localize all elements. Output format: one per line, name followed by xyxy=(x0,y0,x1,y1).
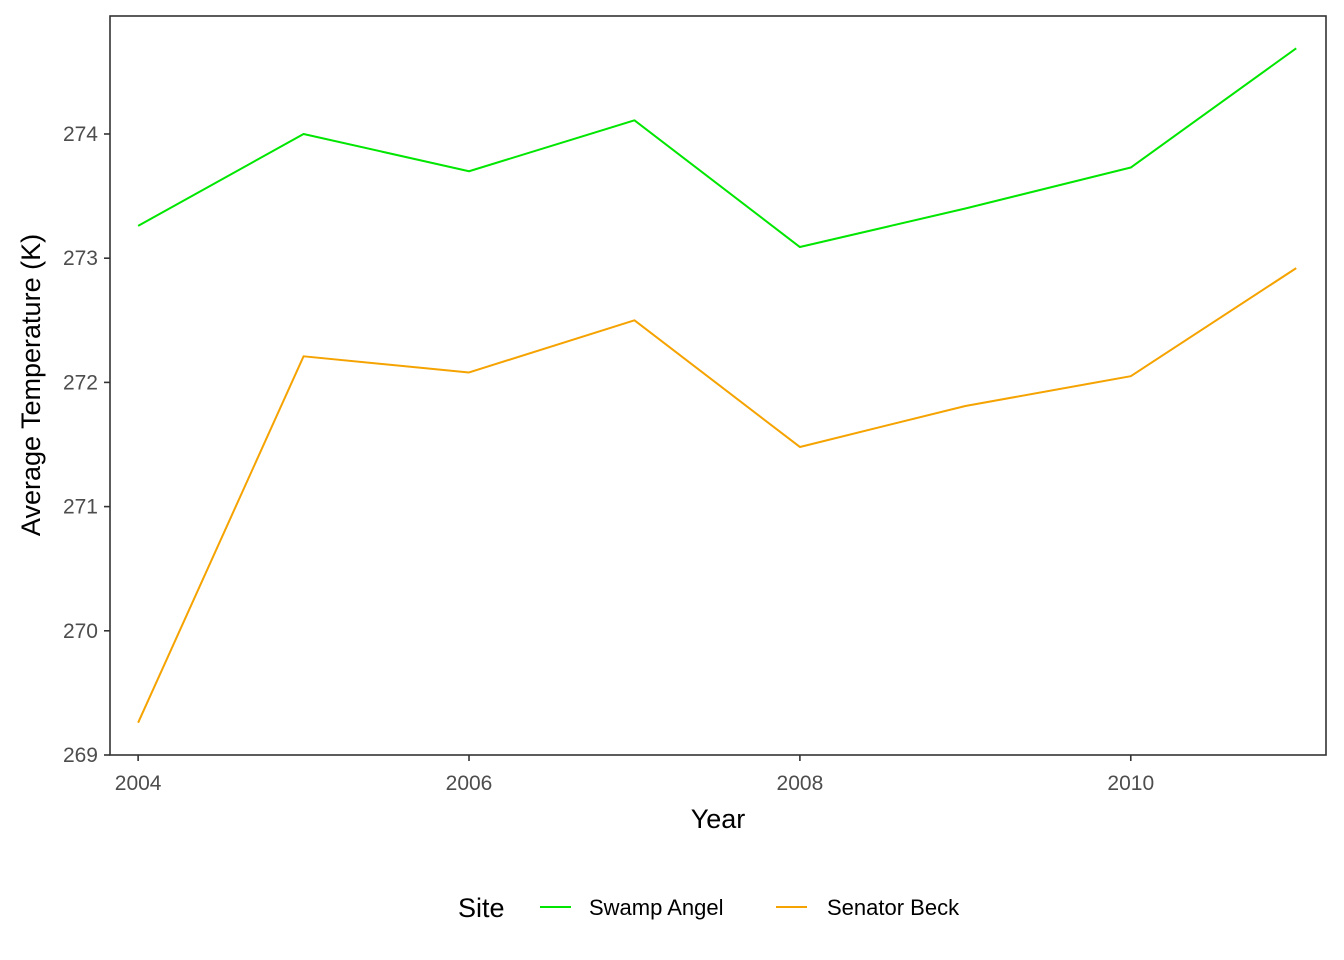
legend: Site Swamp Angel Senator Beck xyxy=(458,893,960,923)
legend-label-swamp-angel: Swamp Angel xyxy=(589,895,724,920)
y-axis-title: Average Temperature (K) xyxy=(16,234,46,536)
plot-area xyxy=(137,47,1297,724)
y-tick-label-271: 271 xyxy=(63,496,98,519)
y-tick-label-274: 274 xyxy=(63,123,98,146)
series-line-senator-beck xyxy=(137,267,1297,724)
y-tick-label-269: 269 xyxy=(63,744,98,767)
axes: 269 270 271 272 273 274 2004 2006 2008 2010 xyxy=(63,123,1154,795)
x-tick-label-2010: 2010 xyxy=(1107,772,1154,795)
y-tick-label-273: 273 xyxy=(63,247,98,270)
series-line-swamp-angel xyxy=(137,47,1297,249)
x-tick-label-2004: 2004 xyxy=(115,772,162,795)
panel-border xyxy=(109,15,1327,756)
legend-title: Site xyxy=(458,893,505,923)
x-tick-label-2008: 2008 xyxy=(777,772,824,795)
x-tick-label-2006: 2006 xyxy=(446,772,493,795)
y-tick-label-270: 270 xyxy=(63,620,98,643)
y-tick-label-272: 272 xyxy=(63,371,98,394)
x-axis-title: Year xyxy=(691,804,746,834)
legend-label-senator-beck: Senator Beck xyxy=(827,895,960,920)
